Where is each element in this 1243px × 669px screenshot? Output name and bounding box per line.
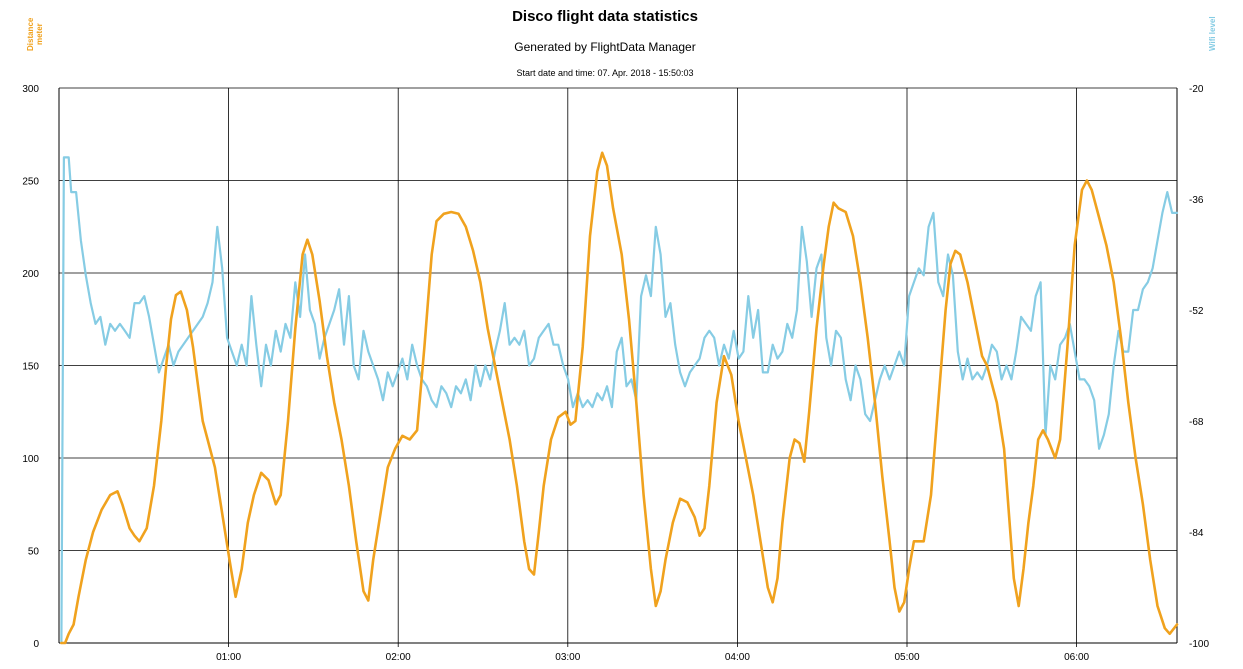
start-date-label: Start date and time: 07. Apr. 2018 - 15:…: [516, 68, 694, 78]
x-tick-label: 02:00: [386, 652, 411, 663]
y-right-tick-label: -100: [1189, 639, 1209, 650]
x-tick-label: 01:00: [216, 652, 241, 663]
chart-title: Disco flight data statistics: [512, 8, 698, 25]
y-left-tick-label: 100: [22, 454, 39, 465]
wifi-series-line: [60, 156, 1179, 645]
x-tick-label: 03:00: [555, 652, 580, 663]
chart-subtitle: Generated by FlightData Manager: [514, 40, 696, 54]
y-right-tick-label: -36: [1189, 195, 1204, 206]
y-left-tick-label: 250: [22, 177, 39, 188]
distance-series-line: [60, 151, 1179, 645]
y-right-tick-label: -20: [1189, 84, 1204, 95]
y-right-tick-label: -68: [1189, 417, 1204, 428]
y-right-tick-label: -84: [1189, 528, 1204, 539]
y-left-tick-label: 50: [28, 547, 40, 558]
y-left-tick-label: 0: [33, 639, 39, 650]
y-left-tick-label: 200: [22, 269, 39, 280]
x-tick-label: 05:00: [894, 652, 919, 663]
y-left-tick-label: 300: [22, 84, 39, 95]
y-left-tick-label: 150: [22, 362, 39, 373]
x-tick-label: 06:00: [1064, 652, 1089, 663]
x-tick-label: 04:00: [725, 652, 750, 663]
y-right-tick-label: -52: [1189, 306, 1204, 317]
